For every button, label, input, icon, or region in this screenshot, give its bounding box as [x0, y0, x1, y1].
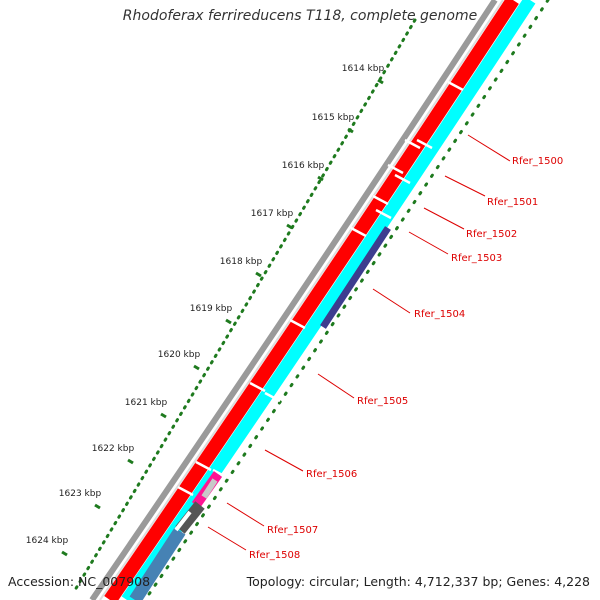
- tick-mark: [347, 127, 354, 134]
- accession-text: Accession: NC_007908: [8, 574, 151, 589]
- gene-labels: Rfer_1500 Rfer_1501 Rfer_1502 Rfer_1503 Rfer…: [207, 134, 563, 561]
- gene-segment-dark-gray: [175, 501, 205, 534]
- tick-label: 1619 kbp: [190, 304, 233, 314]
- gene-leader-line: [444, 175, 486, 197]
- tick-mark: [94, 503, 101, 510]
- gene-label[interactable]: Rfer_1507: [267, 525, 318, 536]
- tick-mark: [127, 458, 134, 465]
- tick-label: 1622 kbp: [92, 444, 135, 454]
- tick-mark: [377, 78, 384, 85]
- tick-label: 1617 kbp: [251, 209, 294, 219]
- tick-mark: [255, 271, 262, 278]
- gene-leader-line: [226, 502, 265, 527]
- inner-dotted-ring: [143, 0, 550, 600]
- forward-gene-separators: [177, 80, 464, 497]
- gene-leader-line: [207, 526, 247, 551]
- tick-label: 1624 kbp: [26, 536, 69, 546]
- map-title: Rhodoferax ferrireducens T118, complete …: [122, 8, 478, 24]
- gene-label[interactable]: Rfer_1504: [414, 309, 465, 320]
- tick-mark: [317, 175, 324, 182]
- gene-leader-line: [317, 373, 355, 399]
- tick-label: 1621 kbp: [125, 398, 168, 408]
- gene-label[interactable]: Rfer_1503: [451, 253, 502, 264]
- tick-mark: [286, 223, 293, 230]
- gene-leader-line: [372, 288, 411, 314]
- forward-strand-track: [104, 0, 519, 600]
- tick-label: 1623 kbp: [59, 489, 102, 499]
- tick-mark: [193, 364, 200, 371]
- gene-leader-line: [408, 231, 449, 255]
- tick-mark: [160, 412, 167, 419]
- gene-label[interactable]: Rfer_1500: [512, 156, 563, 167]
- tick-label: 1615 kbp: [312, 113, 355, 123]
- genome-summary-text: Topology: circular; Length: 4,712,337 bp…: [246, 574, 590, 589]
- gene-label[interactable]: Rfer_1508: [249, 550, 300, 561]
- gene-segment-steel-blue: [129, 527, 186, 600]
- reverse-gene-separators: [212, 138, 433, 480]
- tick-mark: [225, 318, 232, 325]
- backbone-outer: [89, 0, 498, 600]
- gene-segment-light-gray: [201, 478, 218, 499]
- gene-label[interactable]: Rfer_1505: [357, 396, 408, 407]
- gene-label[interactable]: Rfer_1501: [487, 197, 538, 208]
- tick-label: 1614 kbp: [342, 64, 385, 74]
- gene-segment-dark-blue: [320, 226, 391, 329]
- kbp-tick-marks: 1614 kbp 1615 kbp 1616 kbp 1617 kbp 1618 kbp…: [26, 64, 385, 557]
- gene-label[interactable]: Rfer_1506: [306, 469, 357, 480]
- gene-label[interactable]: Rfer_1502: [466, 229, 517, 240]
- tick-mark: [61, 550, 68, 557]
- gene-leader-line: [423, 207, 465, 230]
- forward-gap: [174, 510, 192, 532]
- tick-label: 1616 kbp: [282, 161, 325, 171]
- tick-label: 1618 kbp: [220, 257, 263, 267]
- gene-leader-line: [264, 449, 304, 472]
- backbone-inner: [99, 0, 504, 600]
- tick-label: 1620 kbp: [158, 350, 201, 360]
- outer-dotted-ring: [73, 18, 417, 592]
- gene-leader-line: [467, 134, 511, 162]
- reverse-strand-track: [121, 0, 536, 600]
